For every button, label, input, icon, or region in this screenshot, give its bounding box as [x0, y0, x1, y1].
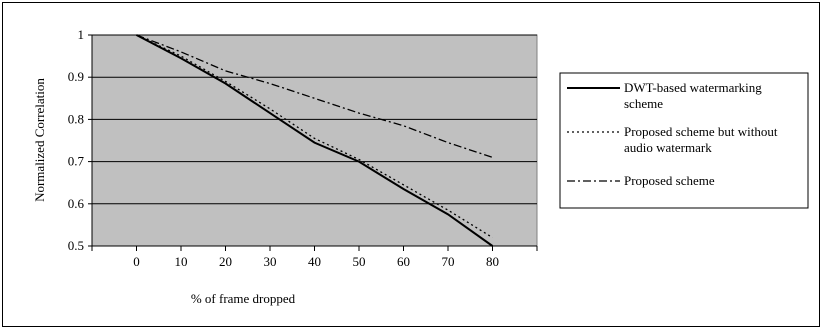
- y-tick-label: 0.8: [68, 111, 84, 126]
- legend-label-1: DWT-based watermarking scheme: [624, 80, 762, 111]
- series-layer: [136, 34, 494, 247]
- plot-background: [91, 34, 538, 247]
- x-tick-label: 80: [486, 254, 499, 269]
- x-tick-label: 60: [397, 254, 410, 269]
- x-axis: 0 10 20 30 40 50 60 70 80: [91, 245, 538, 269]
- y-tick-label: 0.5: [68, 238, 84, 253]
- legend-label-2: Proposed scheme but without audio waterma…: [624, 124, 778, 155]
- y-tick-label: 0.9: [68, 69, 84, 84]
- legend-label-3: Proposed scheme: [624, 173, 715, 188]
- x-tick-label: 30: [264, 254, 277, 269]
- x-tick-label: 70: [442, 254, 455, 269]
- legend-box: [559, 72, 809, 209]
- y-axis-title: Normalized Correlation: [32, 78, 47, 202]
- x-tick-label: 20: [219, 254, 232, 269]
- x-tick-label: 10: [175, 254, 188, 269]
- series-line-1: [136, 34, 494, 247]
- y-tick-label: 0.6: [68, 196, 85, 211]
- y-axis: 0.5 0.6 0.7 0.8 0.9 1: [68, 27, 93, 253]
- series-line-2: [136, 34, 493, 239]
- y-tick-label: 0.7: [68, 154, 85, 169]
- x-tick-label: 40: [308, 254, 321, 269]
- x-tick-label: 50: [353, 254, 366, 269]
- x-axis-title: % of frame dropped: [191, 291, 296, 306]
- plot-area: [91, 34, 538, 247]
- legend: DWT-based watermarking scheme Proposed sch…: [559, 72, 809, 209]
- y-tick-label: 1: [78, 27, 85, 42]
- x-tick-label: 0: [133, 254, 140, 269]
